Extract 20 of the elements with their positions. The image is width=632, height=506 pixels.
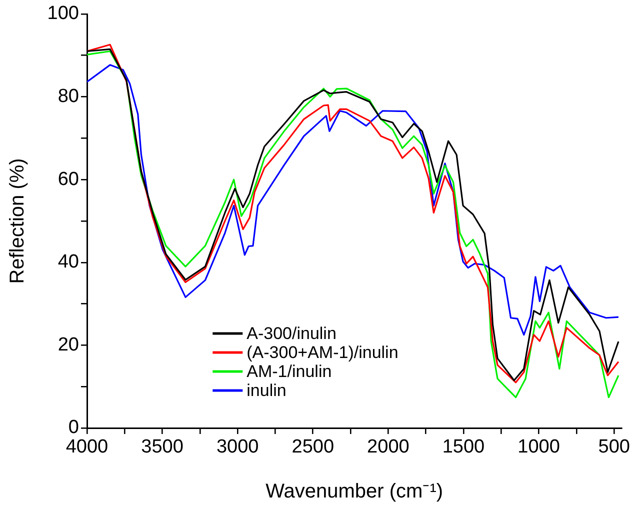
y-axis-title: Reflection (%) xyxy=(6,158,29,284)
x-axis-title: Wavenumber (cm⁻¹) xyxy=(266,480,444,503)
legend-label: inulin xyxy=(246,381,286,400)
y-tick-label: 0 xyxy=(68,417,79,438)
legend-label: A-300/inulin xyxy=(246,324,336,344)
y-tick-label: 60 xyxy=(58,168,79,190)
y-tick-label: 80 xyxy=(58,86,79,108)
x-tick-label: 4000 xyxy=(66,436,108,458)
y-tick-label: 100 xyxy=(47,3,79,24)
x-tick-label: 3500 xyxy=(141,436,184,458)
x-tick-label: 500 xyxy=(598,436,630,458)
y-tick-label: 40 xyxy=(58,252,79,273)
x-tick-label: 3000 xyxy=(216,436,259,458)
x-tick-label: 2500 xyxy=(292,436,334,458)
legend-label: (A-300+AM-1)/inulin xyxy=(246,343,398,362)
x-tick-label: 2000 xyxy=(367,436,410,458)
y-tick-label: 20 xyxy=(58,334,79,356)
legend-label: AM-1/inulin xyxy=(246,362,332,382)
x-tick-label: 1500 xyxy=(442,436,485,458)
x-tick-label: 1000 xyxy=(518,436,560,458)
